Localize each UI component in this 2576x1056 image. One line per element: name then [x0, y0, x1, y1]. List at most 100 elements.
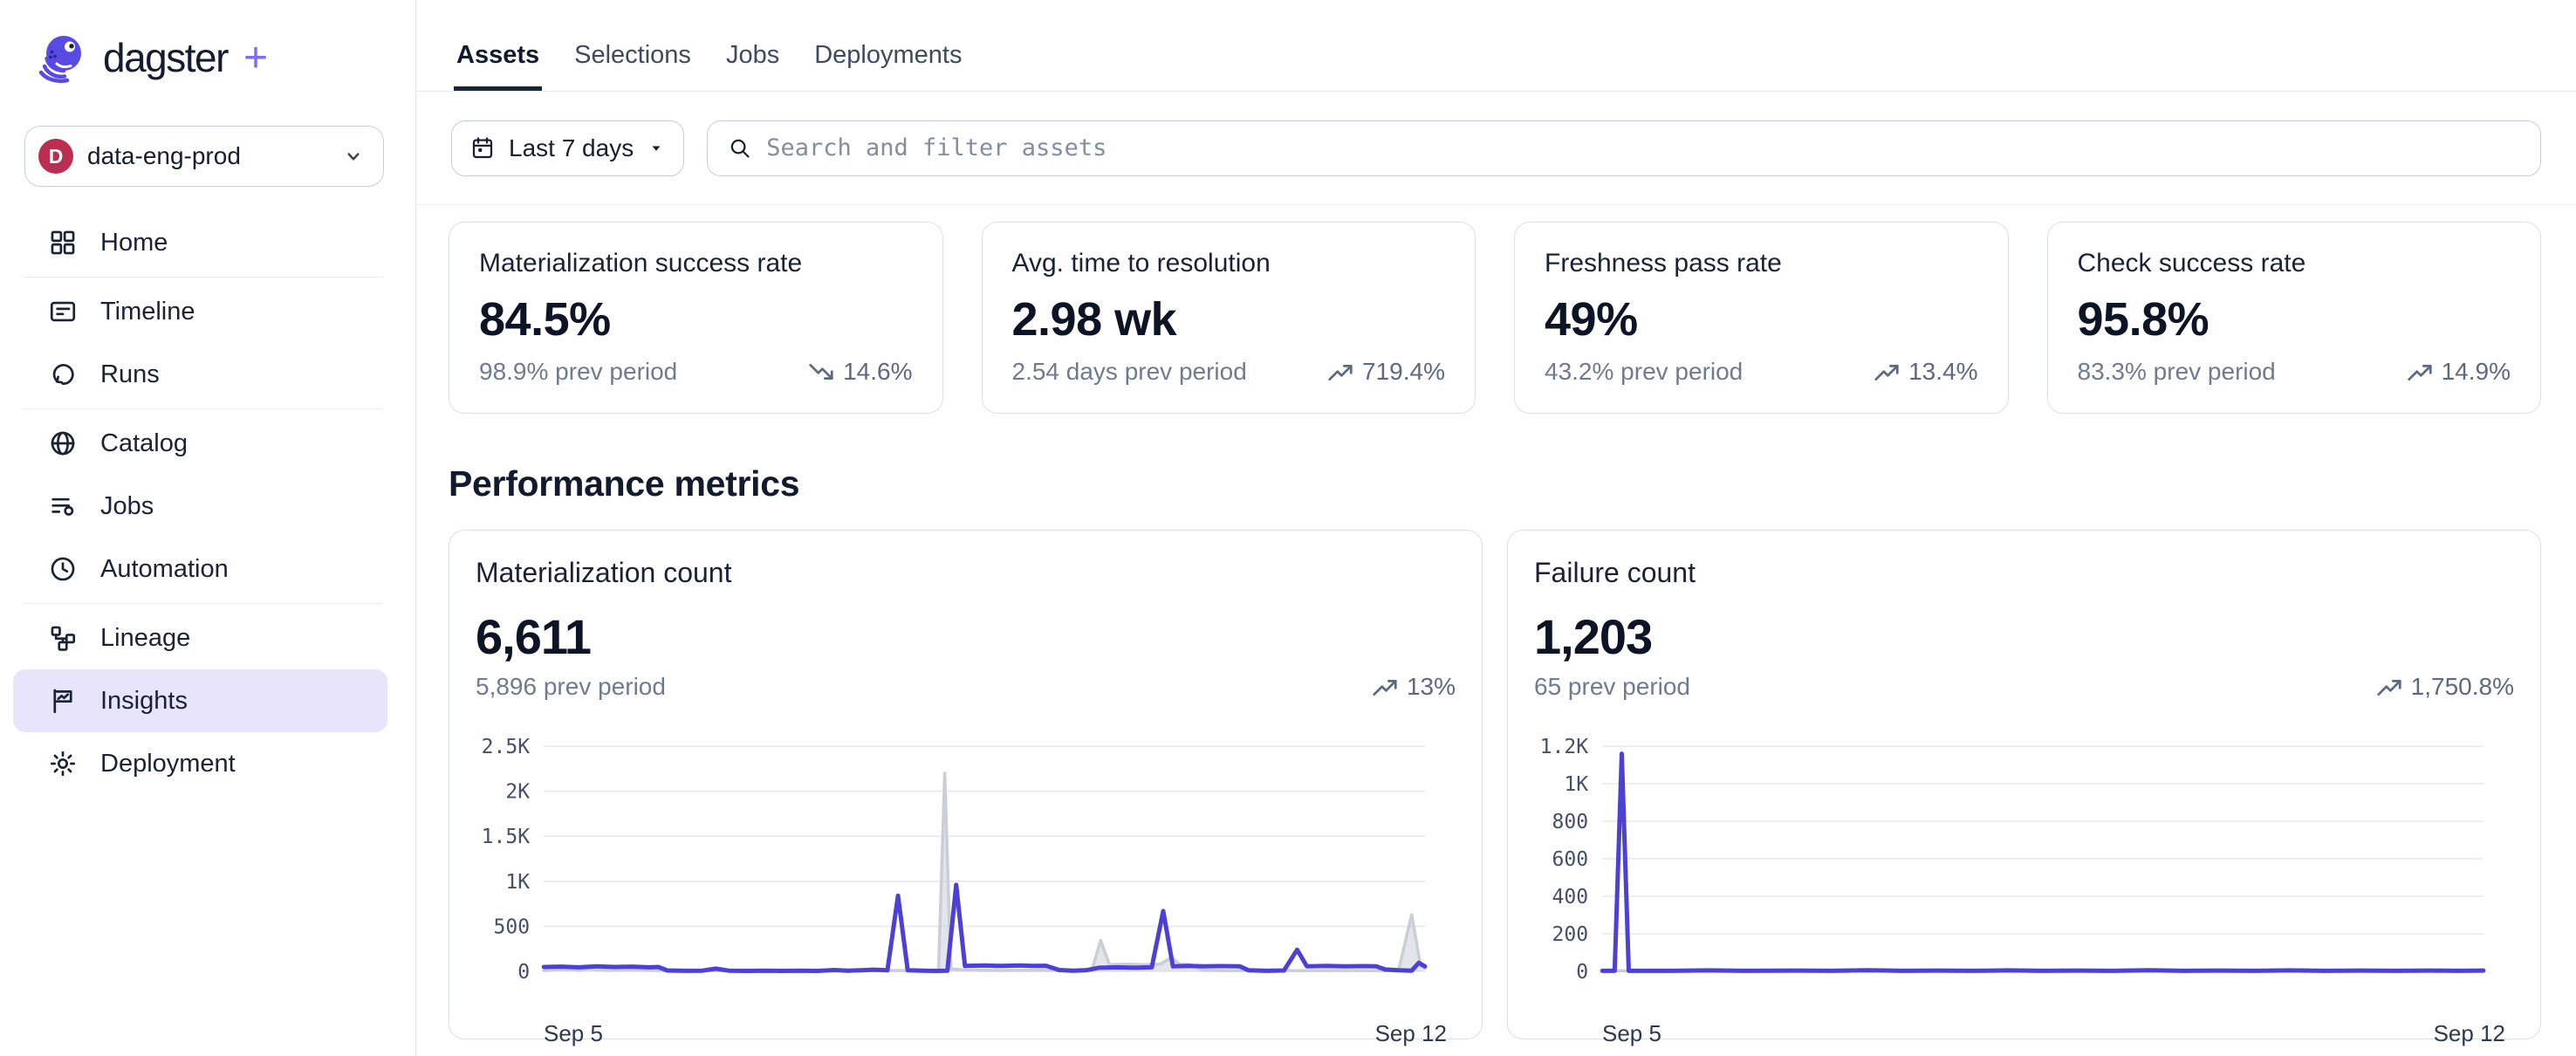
metric-delta-value: 14.6% — [843, 358, 913, 385]
metric-value: 49% — [1545, 293, 1638, 346]
svg-text:0: 0 — [1576, 961, 1588, 984]
svg-text:800: 800 — [1552, 811, 1589, 833]
metric-title: Freshness pass rate — [1545, 249, 1782, 278]
svg-text:600: 600 — [1552, 848, 1589, 871]
chart-x-axis: Sep 5 Sep 12 — [476, 1013, 1456, 1047]
home-grid-icon — [51, 230, 75, 255]
metric-prev-period: 2.54 days prev period — [1011, 358, 1247, 385]
chart-prev-period: 5,896 prev period — [476, 673, 666, 700]
timeline-icon — [50, 301, 76, 322]
chart-x-axis: Sep 5 Sep 12 — [1534, 1013, 2514, 1047]
brand: dagster + — [0, 0, 415, 86]
tab-deployments[interactable]: Deployments — [814, 41, 963, 69]
performance-charts-row: Materialization count 6,611 5,896 prev p… — [449, 530, 2541, 1046]
svg-text:0: 0 — [517, 961, 530, 984]
catalog-globe-icon — [51, 431, 75, 456]
tab-selections[interactable]: Selections — [574, 41, 691, 69]
trend-up-icon — [1328, 364, 1353, 381]
sidebar-item-label: Catalog — [100, 429, 188, 457]
section-title-performance-metrics: Performance metrics — [449, 463, 800, 504]
x-axis-end-label: Sep 12 — [1374, 1020, 1447, 1046]
metric-prev-period: 98.9% prev period — [479, 358, 678, 385]
svg-text:1.5K: 1.5K — [482, 826, 531, 848]
metric-card-materialization-success-rate: Materialization success rate 84.5% 98.9%… — [449, 222, 943, 414]
x-axis-start-label: Sep 5 — [1602, 1020, 1661, 1046]
svg-text:2K: 2K — [505, 781, 530, 804]
search-box — [707, 120, 2541, 176]
calendar-icon — [472, 136, 493, 158]
metric-prev-period: 43.2% prev period — [1545, 358, 1744, 385]
tab-assets[interactable]: Assets — [454, 41, 543, 91]
failure-count-line-chart[interactable]: 1.2K 1K 800 600 400 200 0 — [1534, 734, 2514, 1013]
svg-text:1K: 1K — [1564, 773, 1588, 796]
svg-text:200: 200 — [1552, 923, 1589, 946]
chart-card-failure-count: Failure count 1,203 65 prev period 1,750… — [1507, 530, 2541, 1046]
chart-title: Materialization count — [476, 557, 732, 588]
metric-delta-value: 14.9% — [2441, 358, 2511, 385]
topbar: Assets Selections Jobs Deployments — [416, 0, 2576, 92]
automation-clock-icon — [51, 557, 75, 581]
chart-value: 6,611 — [476, 609, 592, 664]
caret-down-icon — [652, 146, 661, 151]
trend-up-icon — [1373, 679, 1397, 696]
metric-value: 95.8% — [2077, 293, 2209, 346]
metric-delta: 719.4% — [1327, 358, 1445, 386]
sidebar-nav: Home Timeline Runs Catalog — [0, 211, 415, 795]
sidebar-item-insights[interactable]: Insights — [13, 669, 387, 732]
chart-prev-period: 65 prev period — [1534, 673, 1691, 700]
workspace-avatar: D — [38, 139, 73, 174]
workspace-selector[interactable]: D data-eng-prod — [24, 126, 384, 187]
chart-delta-value: 1,750.8% — [2410, 673, 2514, 700]
svg-text:400: 400 — [1552, 886, 1589, 909]
metric-delta-value: 13.4% — [1908, 358, 1978, 385]
sidebar-item-label: Automation — [100, 554, 229, 583]
sidebar-item-runs[interactable]: Runs — [13, 343, 387, 406]
chart-title: Failure count — [1534, 557, 1696, 588]
filter-toolbar: Last 7 days — [416, 92, 2576, 205]
metric-delta: 13.4% — [1874, 358, 1978, 386]
sidebar-item-deployment[interactable]: Deployment — [13, 732, 387, 795]
chart-delta: 1,750.8% — [2376, 673, 2514, 701]
sidebar-item-label: Jobs — [100, 491, 154, 520]
brand-name: dagster — [103, 35, 229, 80]
metric-prev-period: 83.3% prev period — [2077, 358, 2276, 385]
sidebar-divider — [24, 603, 382, 604]
sidebar-item-jobs[interactable]: Jobs — [13, 475, 387, 538]
brand-plus-badge: + — [243, 34, 268, 81]
svg-text:500: 500 — [494, 915, 531, 938]
deployment-gear-icon — [50, 751, 76, 777]
date-range-label: Last 7 days — [509, 134, 634, 161]
trend-up-icon — [1874, 364, 1899, 381]
sidebar-item-label: Lineage — [100, 623, 191, 652]
sidebar-divider — [24, 408, 382, 409]
metric-card-avg-time-to-resolution: Avg. time to resolution 2.98 wk 2.54 day… — [981, 222, 1476, 414]
sidebar-item-automation[interactable]: Automation — [13, 538, 387, 600]
svg-text:1K: 1K — [505, 871, 530, 894]
x-axis-end-label: Sep 12 — [2433, 1020, 2505, 1046]
search-icon — [730, 139, 750, 158]
sidebar-item-lineage[interactable]: Lineage — [13, 607, 387, 669]
sidebar-item-home[interactable]: Home — [13, 211, 387, 274]
svg-text:2.5K: 2.5K — [482, 736, 531, 758]
sidebar-divider — [24, 277, 382, 278]
metric-delta: 14.9% — [2407, 358, 2511, 386]
x-axis-start-label: Sep 5 — [544, 1020, 603, 1046]
chart-delta-value: 13% — [1406, 673, 1456, 700]
sidebar: dagster + D data-eng-prod Home Timeline — [0, 0, 416, 1056]
insights-flag-icon — [53, 689, 72, 714]
sidebar-item-label: Insights — [100, 686, 188, 715]
metric-title: Materialization success rate — [479, 249, 803, 278]
trend-up-icon — [2407, 364, 2432, 381]
sidebar-item-catalog[interactable]: Catalog — [13, 412, 387, 475]
dagster-octopus-icon — [38, 36, 81, 84]
chart-card-materialization-count: Materialization count 6,611 5,896 prev p… — [449, 530, 1483, 1046]
date-range-button[interactable]: Last 7 days — [451, 120, 685, 176]
materialization-count-line-chart[interactable]: 2.5K 2K 1.5K 1K 500 0 — [476, 734, 1456, 1013]
runs-loop-icon — [52, 364, 74, 385]
tab-jobs[interactable]: Jobs — [725, 41, 780, 69]
metric-title: Avg. time to resolution — [1011, 249, 1271, 278]
metric-card-check-success-rate: Check success rate 95.8% 83.3% prev peri… — [2046, 222, 2541, 414]
search-input[interactable] — [766, 134, 2521, 161]
metric-delta-value: 719.4% — [1362, 358, 1445, 385]
sidebar-item-timeline[interactable]: Timeline — [13, 280, 387, 343]
